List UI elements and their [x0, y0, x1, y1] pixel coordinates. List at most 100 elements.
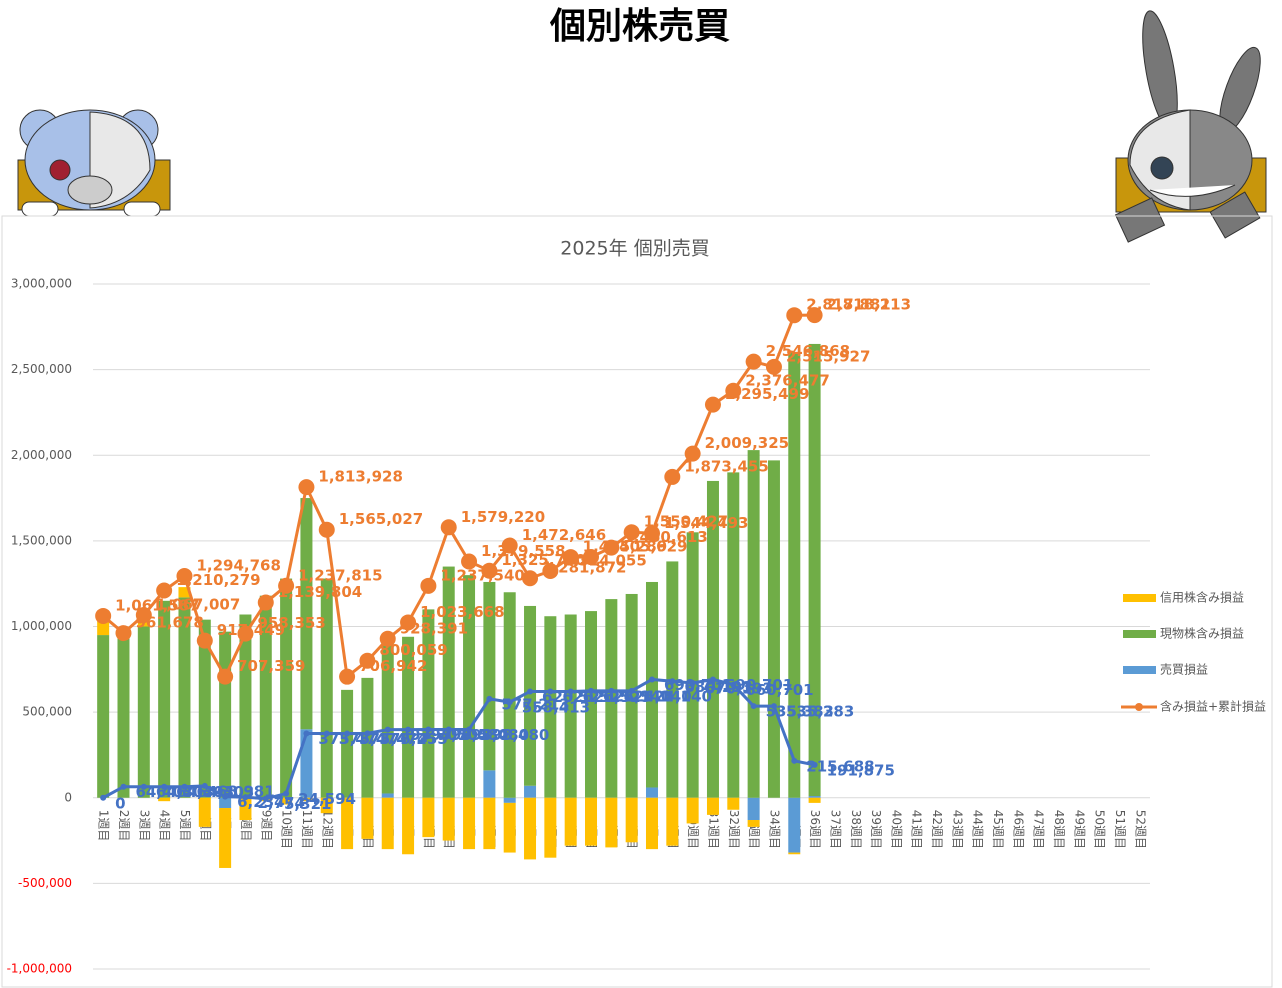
data-label: 680,193: [684, 678, 752, 696]
bar: [666, 797, 679, 846]
line-marker: [440, 519, 457, 536]
line-marker: [750, 703, 757, 710]
x-tick-label: 37週目: [828, 810, 842, 849]
legend-swatch: [1123, 594, 1156, 602]
data-label: 1,139,804: [278, 583, 362, 601]
bar: [727, 797, 740, 810]
legend-label: 含み損益+累計損益: [1160, 699, 1266, 714]
legend-label: 現物株含み損益: [1160, 626, 1244, 641]
bar: [747, 820, 760, 827]
bar: [808, 343, 821, 797]
bar: [788, 852, 801, 855]
y-tick-label: 500,000: [22, 705, 72, 719]
data-label: 376,255: [379, 730, 447, 748]
bar: [239, 797, 252, 821]
y-tick-label: 2,000,000: [11, 448, 72, 462]
data-label: 1,472,646: [522, 526, 606, 544]
line-marker: [140, 783, 147, 790]
legend-label: 信用株含み損益: [1160, 590, 1244, 605]
x-tick-label: 50週目: [1093, 810, 1107, 849]
bar: [564, 797, 577, 846]
x-tick-label: 4週目: [158, 810, 172, 842]
bar: [178, 587, 191, 598]
bar: [808, 797, 821, 803]
data-label: 215,688: [806, 757, 874, 775]
line-marker: [217, 668, 234, 685]
bar: [117, 638, 130, 798]
line-marker: [466, 726, 473, 733]
line-marker: [648, 676, 655, 683]
line-marker: [262, 795, 269, 802]
line-marker: [257, 594, 274, 611]
line-marker: [562, 549, 579, 566]
line-marker: [542, 563, 559, 580]
line-marker: [765, 358, 782, 375]
bar: [788, 797, 801, 853]
line-marker: [425, 726, 432, 733]
bar: [564, 614, 577, 798]
line-marker: [527, 688, 534, 695]
bar: [219, 808, 232, 868]
line-marker: [359, 652, 376, 669]
x-tick-label: 38週目: [849, 810, 863, 849]
x-tick-label: 39週目: [869, 810, 883, 849]
y-tick-label: 3,000,000: [11, 277, 72, 291]
data-label: 2,295,499: [725, 385, 809, 403]
data-label: 191,875: [827, 761, 895, 779]
line-marker: [745, 353, 762, 370]
x-tick-label: 34週目: [767, 810, 781, 849]
line-marker: [709, 676, 716, 683]
bar: [402, 636, 415, 798]
data-label: 375,474: [359, 730, 427, 748]
data-label: 64,403: [156, 783, 214, 801]
data-label: 2,009,325: [705, 434, 789, 452]
line-marker: [608, 687, 615, 694]
x-tick-label: 46週目: [1011, 810, 1025, 849]
bar: [503, 592, 516, 798]
line-marker: [364, 730, 371, 737]
line-marker: [135, 607, 152, 624]
x-tick-label: 47週目: [1032, 810, 1046, 849]
x-tick-label: 51週目: [1113, 810, 1127, 849]
bar: [442, 566, 455, 798]
bar: [300, 797, 313, 802]
line-marker: [181, 783, 188, 790]
bar: [605, 599, 618, 798]
page-title: 個別株売買: [549, 6, 730, 47]
line-marker: [811, 761, 818, 768]
data-label: 1,405,289: [583, 538, 667, 556]
line-marker: [770, 703, 777, 710]
data-label: 624,140: [623, 687, 691, 705]
line-marker: [303, 730, 310, 737]
data-label: 961,678: [135, 614, 203, 632]
bar: [158, 797, 171, 802]
data-label: 1,281,872: [542, 559, 626, 577]
mascot-right: [1114, 10, 1267, 243]
line-marker: [156, 582, 173, 599]
line-marker: [120, 783, 127, 790]
line-marker: [201, 782, 208, 789]
line-marker: [445, 726, 452, 733]
bar: [158, 600, 171, 798]
line: [102, 677, 815, 801]
line-marker: [196, 632, 213, 649]
bar: [198, 619, 211, 798]
line-marker: [379, 630, 396, 647]
line-marker: [623, 524, 640, 541]
line-marker: [222, 793, 229, 800]
y-tick-label: 0: [64, 790, 72, 804]
line-marker: [806, 307, 823, 324]
data-label: 2,774: [257, 794, 304, 812]
bar: [300, 729, 313, 798]
bar: [686, 797, 699, 824]
line-marker: [689, 679, 696, 686]
x-tick-label: 44週目: [971, 810, 985, 849]
data-label: 928,391: [400, 619, 468, 637]
line-marker: [506, 699, 513, 706]
bar: [706, 480, 719, 798]
y-tick-label: 2,500,000: [11, 362, 72, 376]
line-marker: [486, 695, 493, 702]
line-marker: [339, 668, 356, 685]
line-marker: [161, 783, 168, 790]
x-tick-label: 9週目: [259, 810, 273, 842]
